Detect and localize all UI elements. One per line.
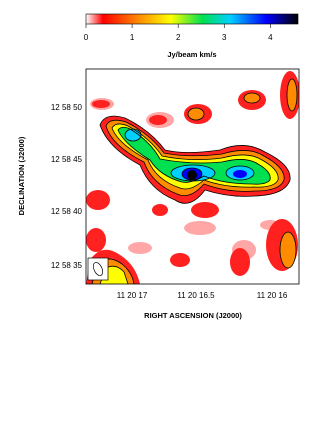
figure: 0 1 2 3 4 Jy/beam km/s <box>17 13 300 320</box>
colorbar-label: Jy/beam km/s <box>167 50 216 59</box>
colorbar-tick-label: 2 <box>176 33 181 42</box>
y-tick-label: 12 58 40 <box>51 207 83 216</box>
y-tick-label: 12 58 45 <box>51 155 83 164</box>
plot-frame <box>85 68 300 285</box>
colorbar-tick-label: 0 <box>84 33 89 42</box>
y-tick-label: 12 58 50 <box>51 103 83 112</box>
colorbar-ticks: 0 1 2 3 4 <box>84 24 273 42</box>
colorbar-tick-label: 1 <box>130 33 135 42</box>
x-axis-label: RIGHT ASCENSION (J2000) <box>144 311 242 320</box>
colorbar-tick-label: 4 <box>268 33 273 42</box>
y-tick-label: 12 58 35 <box>51 261 83 270</box>
y-axis-label: DECLINATION (J2000) <box>17 136 26 215</box>
x-tick-label: 11 20 16 <box>257 291 288 300</box>
colorbar-tick-label: 3 <box>222 33 227 42</box>
colorbar <box>85 13 299 25</box>
map <box>86 69 299 284</box>
x-tick-label: 11 20 17 <box>117 291 148 300</box>
x-tick-label: 11 20 16.5 <box>177 291 215 300</box>
